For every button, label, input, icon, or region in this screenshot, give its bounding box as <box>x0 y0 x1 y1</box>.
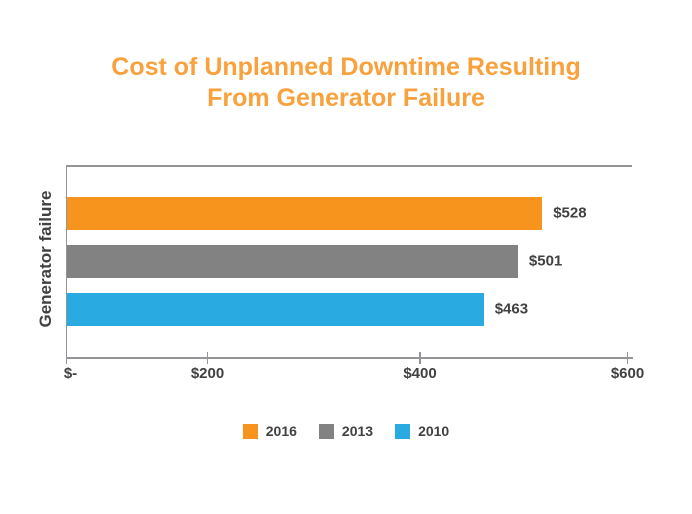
y-axis-line <box>65 165 67 364</box>
x-axis-line <box>65 357 633 359</box>
bar-value-label-2010: $463 <box>494 300 529 318</box>
plot-frame-top <box>65 165 632 167</box>
y-axis-title: Generator failure <box>36 190 55 328</box>
bar-value-label-2013: $501 <box>528 252 563 270</box>
legend-swatch-2010 <box>395 423 411 439</box>
x-axis-tick-label-600: $600 <box>610 365 645 382</box>
x-axis-tick-200 <box>206 351 209 364</box>
x-axis-tick-400 <box>419 351 421 364</box>
bar-2013 <box>67 244 518 278</box>
x-axis-tick-label-200: $200 <box>190 365 225 382</box>
x-axis-tick-600 <box>626 351 629 364</box>
legend-label-2010: 2010 <box>418 423 450 439</box>
legend-item-2016: 2016 <box>242 423 297 439</box>
legend-item-2010: 2010 <box>395 423 449 439</box>
legend: 2016 2013 2010 <box>0 423 692 439</box>
bar-2016 <box>67 196 543 230</box>
x-axis-tick-label-0: $- <box>63 365 78 382</box>
legend-label-2013: 2013 <box>341 423 374 439</box>
legend-swatch-2013 <box>318 423 334 439</box>
chart-title-line1: Cost of Unplanned Downtime Resulting <box>111 53 581 81</box>
chart-title-line2: From Generator Failure <box>207 84 485 112</box>
legend-swatch-2016 <box>242 423 258 439</box>
legend-item-2013: 2013 <box>318 423 374 439</box>
x-axis-tick-label-400: $400 <box>403 365 437 382</box>
legend-label-2016: 2016 <box>265 423 297 439</box>
chart-title: Cost of Unplanned Downtime Resulting Fro… <box>0 52 692 114</box>
bar-2010 <box>67 292 484 326</box>
bar-value-label-2016: $528 <box>553 204 587 222</box>
